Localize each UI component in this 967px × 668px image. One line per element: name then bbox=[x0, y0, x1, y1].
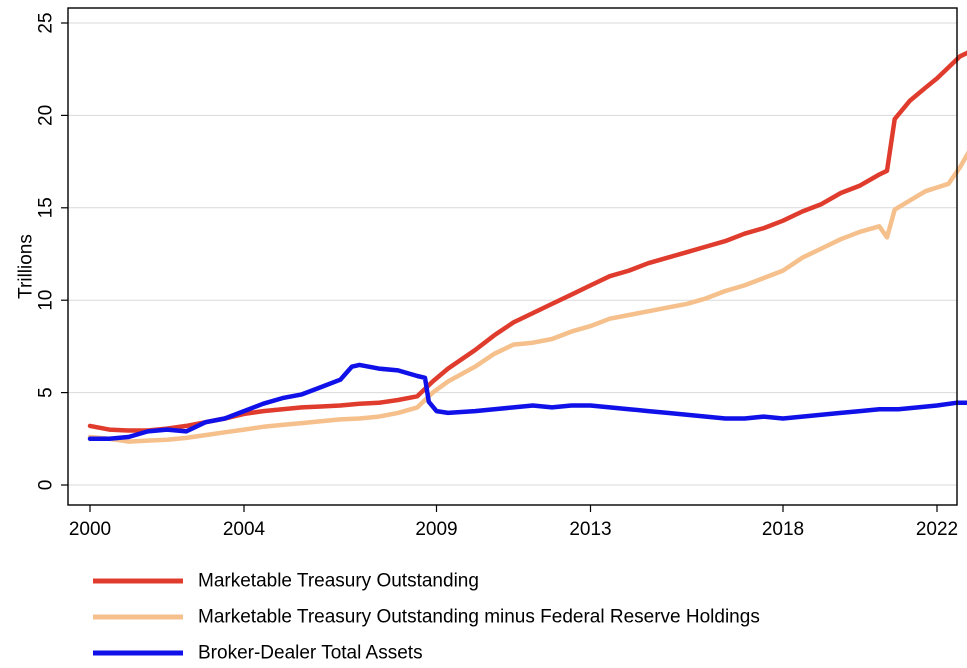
x-tick-label: 2013 bbox=[569, 519, 611, 540]
y-axis: 0 5 10 15 20 25 bbox=[36, 12, 68, 491]
y-axis-title: Trillions bbox=[16, 234, 37, 299]
gridlines bbox=[68, 22, 957, 486]
y-tick-label: 10 bbox=[36, 290, 57, 311]
y-tick-label: 25 bbox=[36, 12, 57, 33]
x-tick-label: 2022 bbox=[916, 519, 958, 540]
y-tick-label: 15 bbox=[36, 197, 57, 218]
x-tick-label: 2018 bbox=[762, 519, 804, 540]
series-line-1 bbox=[87, 50, 967, 433]
x-tick-label: 2004 bbox=[223, 519, 266, 540]
legend-label-1: Marketable Treasury Outstanding bbox=[198, 571, 479, 592]
series-line-3 bbox=[87, 362, 967, 442]
legend-label-2: Marketable Treasury Outstanding minus Fe… bbox=[198, 607, 760, 628]
y-tick-label: 5 bbox=[36, 387, 57, 398]
x-tick-label: 2000 bbox=[69, 519, 111, 540]
series-line-2 bbox=[87, 150, 967, 444]
x-axis: 2000 2004 2009 2013 2018 2022 bbox=[69, 505, 958, 540]
legend-label-3: Broker-Dealer Total Assets bbox=[198, 643, 423, 664]
y-tick-label: 0 bbox=[36, 480, 57, 491]
plot-frame bbox=[67, 7, 958, 506]
y-tick-label: 20 bbox=[36, 105, 57, 126]
series-lines bbox=[87, 50, 967, 444]
legend: Marketable Treasury Outstanding Marketabl… bbox=[93, 571, 760, 664]
x-tick-label: 2009 bbox=[415, 519, 457, 540]
